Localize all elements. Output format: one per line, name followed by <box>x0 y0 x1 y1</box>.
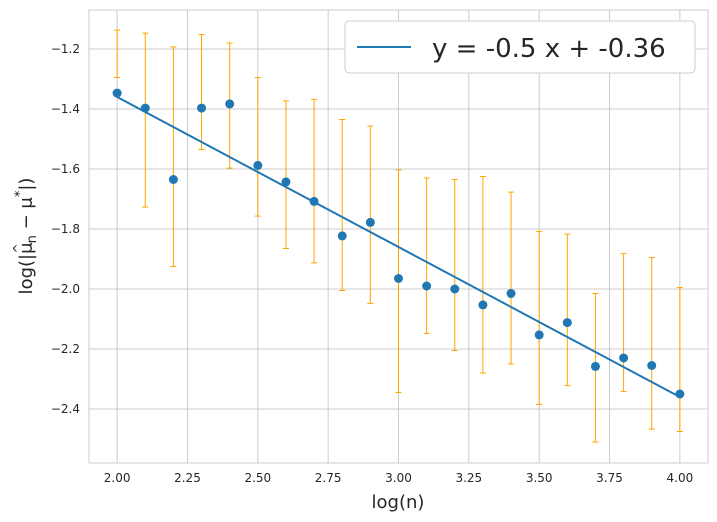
legend-entry-label: y = -0.5 x + -0.36 <box>432 34 666 64</box>
data-point <box>281 177 291 187</box>
y-tick-label: −1.6 <box>51 162 80 176</box>
data-point <box>140 103 150 113</box>
data-point <box>112 88 122 98</box>
data-point <box>562 318 572 328</box>
data-point <box>675 389 685 399</box>
y-tick-label: −2.0 <box>51 282 80 296</box>
data-point <box>534 330 544 340</box>
y-axis-label: log(|μ^n − μ*|) <box>11 178 40 295</box>
error-bars <box>114 29 683 443</box>
data-point <box>590 361 600 371</box>
y-tick-labels: −1.2 −1.4 −1.6 −1.8 −2.0 −2.2 −2.4 <box>51 42 80 416</box>
x-tick-label: 3.75 <box>596 471 623 485</box>
y-tick-label: −1.2 <box>51 42 80 56</box>
data-point <box>478 300 488 310</box>
data-point <box>365 217 375 227</box>
data-point <box>647 361 657 370</box>
legend-box <box>344 20 696 74</box>
data-point <box>450 284 460 294</box>
data-points <box>112 88 685 399</box>
x-tick-label: 3.00 <box>385 471 412 485</box>
data-point <box>422 281 432 291</box>
x-tick-label: 2.25 <box>174 471 201 485</box>
y-tick-label: −2.2 <box>51 342 80 356</box>
fit-line-group <box>116 96 681 398</box>
data-point <box>197 103 207 113</box>
x-tick-label: 2.75 <box>315 471 342 485</box>
data-point <box>337 231 347 241</box>
data-point <box>225 99 235 109</box>
x-tick-label: 2.00 <box>104 471 131 485</box>
y-tick-label: −2.4 <box>51 402 80 416</box>
x-tick-labels: 2.00 2.25 2.50 2.75 3.00 3.25 3.50 3.75 4.00 <box>104 471 693 485</box>
x-tick-label: 2.50 <box>244 471 271 485</box>
x-axis-label: log(n) <box>372 492 425 513</box>
x-tick-label: 3.25 <box>455 471 482 485</box>
data-point <box>168 175 178 184</box>
y-tick-label: −1.8 <box>51 222 80 236</box>
data-point <box>506 289 516 298</box>
y-tick-label: −1.4 <box>51 102 80 116</box>
data-point <box>394 274 403 283</box>
data-point <box>619 353 629 363</box>
data-point <box>253 160 263 170</box>
x-tick-label: 4.00 <box>667 471 694 485</box>
legend: y = -0.5 x + -0.36 <box>344 20 696 74</box>
fit-line <box>116 96 681 398</box>
data-point <box>309 196 319 206</box>
x-tick-label: 3.50 <box>526 471 553 485</box>
